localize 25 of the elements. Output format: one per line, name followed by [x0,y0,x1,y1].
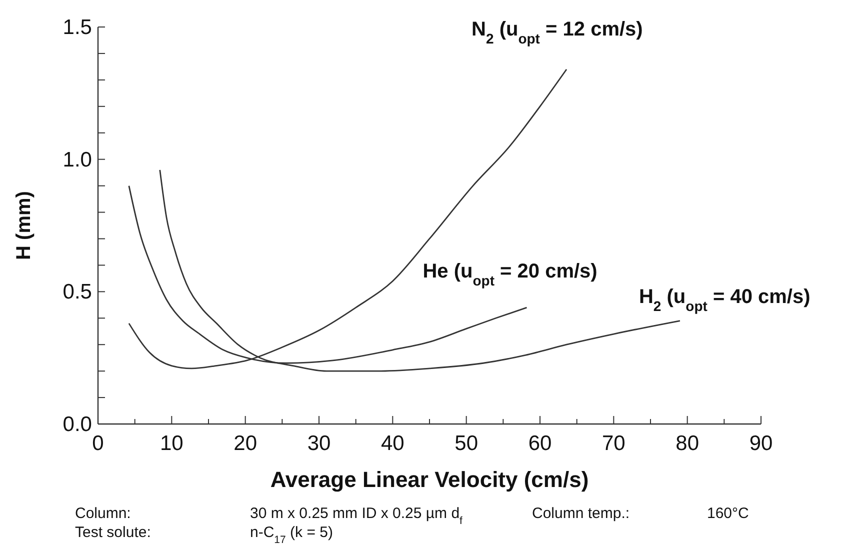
series-label: He (u$_{opt}$ = 20 cm/s) [422,260,598,289]
text: 30 m x 0.25 mm ID x 0.25 µm d$_{f}$ [250,505,463,527]
y-tick-label: 0.5 [62,280,92,304]
series-label: H$_{2}$ (u$_{opt}$ = 40 cm/s) [638,286,810,314]
x-axis-title: Average Linear Velocity (cm/s) [270,467,589,492]
text: Test solute: [75,524,151,541]
x-tick-label: 10 [160,432,184,455]
x-tick-label: 80 [676,432,700,455]
text: Column temp.: [532,505,630,522]
x-tick-label: 70 [602,432,626,455]
text: n-C$_{17}$ (k = 5) [250,524,333,546]
x-tick-label: 90 [749,432,773,455]
series-label: N$_{2}$ (u$_{opt}$ = 12 cm/s) [472,18,643,46]
y-axis-title: H (mm) [13,191,35,260]
x-tick-label: 20 [234,432,258,455]
text: 160°C [707,505,750,522]
x-tick-label: 30 [307,432,331,455]
y-tick-label: 1.5 [62,16,92,39]
y-tick-label: 1.0 [62,148,92,172]
x-tick-label: 60 [528,432,552,455]
x-tick-label: 0 [92,432,104,455]
y-tick-label: 0.0 [62,413,92,436]
x-tick-label: 50 [454,432,478,455]
text: Column: [75,505,131,522]
x-tick-label: 40 [380,432,404,455]
